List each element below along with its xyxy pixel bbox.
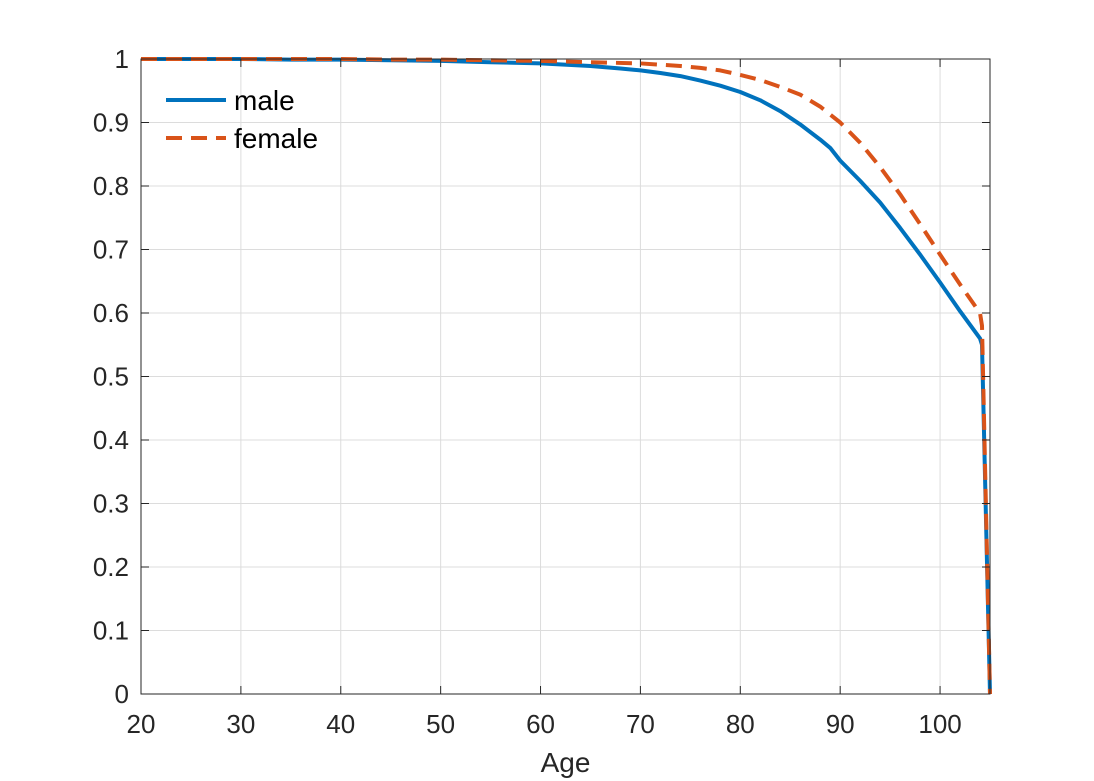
legend: male female xyxy=(166,85,318,154)
y-tick-label: 0.2 xyxy=(93,552,129,582)
legend-label-male: male xyxy=(234,85,295,116)
y-tick-label: 0.8 xyxy=(93,171,129,201)
axes xyxy=(140,58,991,695)
y-tick-label: 0 xyxy=(115,679,129,709)
y-tick-label: 0.3 xyxy=(93,489,129,519)
y-tick-label: 0.4 xyxy=(93,425,129,455)
series-layer xyxy=(141,57,992,695)
y-tick-label: 0.5 xyxy=(93,362,129,392)
tick-labels: 20 30 40 50 60 70 80 90 100 0 0.1 0.2 0.3 0.4 0.5 0.6 0.… xyxy=(93,44,962,739)
series-line-female xyxy=(141,57,992,695)
y-tick-label: 0.7 xyxy=(93,235,129,265)
x-tick-label: 30 xyxy=(226,709,255,739)
legend-label-female: female xyxy=(234,123,318,154)
x-tick-label: 40 xyxy=(326,709,355,739)
y-tick-label: 1 xyxy=(115,44,129,74)
y-tick-label: 0.6 xyxy=(93,298,129,328)
x-tick-label: 60 xyxy=(526,709,555,739)
y-tick-label: 0.1 xyxy=(93,616,129,646)
y-tick-label: 0.9 xyxy=(93,108,129,138)
x-tick-label: 80 xyxy=(726,709,755,739)
x-tick-label: 100 xyxy=(918,709,961,739)
grid xyxy=(140,58,990,695)
x-tick-label: 50 xyxy=(426,709,455,739)
x-tick-label: 20 xyxy=(127,709,156,739)
x-axis-label: Age xyxy=(541,747,591,778)
x-tick-label: 70 xyxy=(626,709,655,739)
x-tick-label: 90 xyxy=(826,709,855,739)
